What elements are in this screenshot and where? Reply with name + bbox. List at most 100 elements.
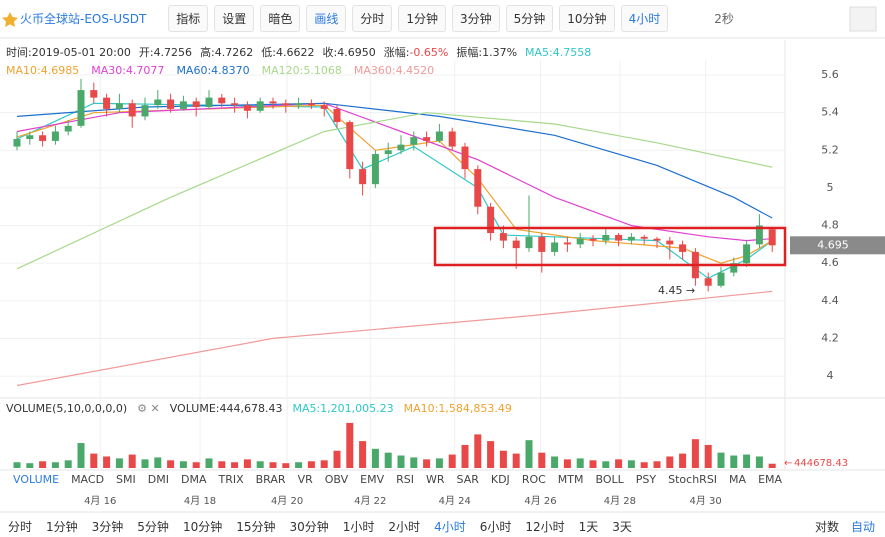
period-button[interactable]: 分时 bbox=[8, 519, 33, 534]
candle-body bbox=[154, 99, 162, 106]
candle-body bbox=[397, 144, 405, 151]
legend-entry: MA10:4.6985 bbox=[6, 64, 80, 77]
period-button[interactable]: 10分钟 bbox=[182, 519, 223, 534]
period-button[interactable]: 12小时 bbox=[525, 519, 565, 534]
period-button[interactable]: 2小时 bbox=[388, 519, 421, 534]
y-tick-label: 5.4 bbox=[821, 106, 839, 119]
scale-option[interactable]: 对数 bbox=[815, 519, 840, 534]
refresh-rate[interactable]: 2秒 bbox=[714, 11, 734, 26]
indicator-tab[interactable]: PSY bbox=[635, 473, 657, 486]
indicator-tab[interactable]: SMI bbox=[116, 473, 136, 486]
indicator-tab[interactable]: EMA bbox=[758, 473, 783, 486]
settings-icon[interactable]: ⚙ ✕ bbox=[137, 402, 160, 415]
indicator-tab[interactable]: EMV bbox=[360, 473, 385, 486]
ma-line bbox=[16, 102, 773, 219]
indicator-tab[interactable]: SAR bbox=[456, 473, 479, 486]
y-tick-label: 4.6 bbox=[821, 256, 839, 269]
candle-body bbox=[755, 225, 763, 245]
candle-body bbox=[717, 272, 725, 286]
candle-body bbox=[307, 103, 315, 106]
x-tick-label: 4月 28 bbox=[604, 495, 636, 507]
scale-options: 对数 自动 bbox=[815, 516, 875, 536]
candle-body bbox=[525, 236, 533, 249]
candle-body bbox=[512, 240, 520, 249]
candle-body bbox=[538, 236, 546, 252]
y-tick-label: 4 bbox=[827, 369, 834, 382]
indicator-tab[interactable]: DMI bbox=[147, 473, 169, 486]
toolbar-button[interactable]: 暗色 bbox=[260, 4, 301, 32]
candle-body bbox=[243, 105, 251, 111]
info-value: 4.7262 bbox=[214, 46, 254, 59]
volume-bar bbox=[26, 463, 34, 468]
volume-bar bbox=[448, 454, 456, 468]
volume-ma5: MA5:1,201,005.23 bbox=[292, 402, 394, 415]
info-item: 低:4.6622 bbox=[261, 44, 314, 60]
period-button[interactable]: 1天 bbox=[578, 519, 599, 534]
volume-bar bbox=[576, 458, 584, 468]
candle-body bbox=[589, 238, 597, 241]
indicator-tab[interactable]: StochRSI bbox=[668, 473, 718, 486]
candle-body bbox=[231, 103, 239, 106]
indicator-tab[interactable]: BOLL bbox=[595, 473, 624, 486]
candle-body bbox=[448, 131, 456, 147]
period-button[interactable]: 5分钟 bbox=[505, 4, 554, 32]
period-button[interactable]: 分时 bbox=[352, 4, 393, 32]
indicator-tab[interactable]: VOLUME bbox=[13, 473, 60, 486]
star-icon[interactable] bbox=[2, 12, 18, 27]
period-button[interactable]: 1分钟 bbox=[46, 519, 78, 534]
fullscreen-button[interactable] bbox=[849, 6, 877, 32]
volume-header: VOLUME(5,10,0,0,0,0) ⚙ ✕ VOLUME:444,678.… bbox=[6, 402, 512, 415]
y-tick-label: 5 bbox=[827, 181, 834, 194]
info-value: 4.6622 bbox=[276, 46, 315, 59]
info-item: 开:4.7256 bbox=[139, 44, 192, 60]
volume-bar bbox=[666, 456, 674, 468]
period-button[interactable]: 3天 bbox=[612, 519, 632, 534]
candle-body bbox=[384, 150, 392, 155]
indicator-tab[interactable]: TRIX bbox=[218, 473, 244, 486]
indicator-tab[interactable]: MTM bbox=[557, 473, 584, 486]
volume-title: VOLUME(5,10,0,0,0,0) bbox=[6, 402, 128, 415]
indicator-tab[interactable]: MA bbox=[729, 473, 747, 486]
period-button[interactable]: 1分钟 bbox=[398, 4, 446, 32]
indicator-tab[interactable]: KDJ bbox=[490, 473, 510, 486]
indicator-tab[interactable]: BRAR bbox=[255, 473, 286, 486]
volume-bar bbox=[295, 462, 303, 468]
period-bar: 分时 1分钟 3分钟 5分钟 10分钟 15分钟 30分钟 1小时 2小时 4小时 6小时 12小时 1… bbox=[8, 516, 632, 536]
volume-bar bbox=[64, 460, 72, 468]
period-button[interactable]: 3分钟 bbox=[91, 519, 124, 534]
indicator-tab[interactable]: VR bbox=[297, 473, 313, 486]
period-button[interactable]: 3分钟 bbox=[452, 4, 500, 32]
period-button[interactable]: 10分钟 bbox=[559, 4, 615, 32]
period-button[interactable]: 5分钟 bbox=[137, 519, 169, 534]
period-button[interactable]: 4小时 bbox=[434, 519, 466, 534]
period-button[interactable]: 15分钟 bbox=[236, 519, 276, 534]
volume-bar bbox=[269, 462, 277, 468]
scale-option[interactable]: 自动 bbox=[851, 519, 876, 534]
indicator-tab[interactable]: DMA bbox=[180, 473, 207, 486]
indicator-tab[interactable]: RSI bbox=[396, 473, 414, 486]
candle-body bbox=[141, 105, 149, 117]
period-button[interactable]: 6小时 bbox=[479, 519, 512, 534]
volume-bar bbox=[51, 462, 59, 468]
toolbar-button[interactable]: 画线 bbox=[306, 4, 347, 32]
period-button[interactable]: 30分钟 bbox=[289, 519, 329, 534]
legend-entry: MA60:4.8370 bbox=[176, 64, 250, 77]
period-button[interactable]: 1小时 bbox=[342, 519, 375, 534]
candle-body bbox=[704, 278, 712, 286]
period-button[interactable]: 4小时 bbox=[620, 4, 669, 32]
volume-bar bbox=[13, 462, 21, 468]
candle-body bbox=[461, 146, 469, 170]
candle-body bbox=[320, 105, 328, 109]
toolbar-button[interactable]: 指标 bbox=[168, 4, 209, 32]
indicator-tab[interactable]: WR bbox=[425, 473, 445, 486]
candle-body bbox=[359, 169, 367, 185]
toolbar-button[interactable]: 设置 bbox=[214, 4, 255, 32]
indicator-tab[interactable]: ROC bbox=[521, 473, 546, 486]
pair-name[interactable]: 火币全球站-EOS-USDT bbox=[20, 11, 147, 26]
volume-bar bbox=[410, 457, 418, 468]
volume-bar bbox=[256, 461, 264, 468]
indicator-tab[interactable]: MACD bbox=[71, 473, 105, 486]
indicator-tab[interactable]: OBV bbox=[324, 473, 349, 486]
